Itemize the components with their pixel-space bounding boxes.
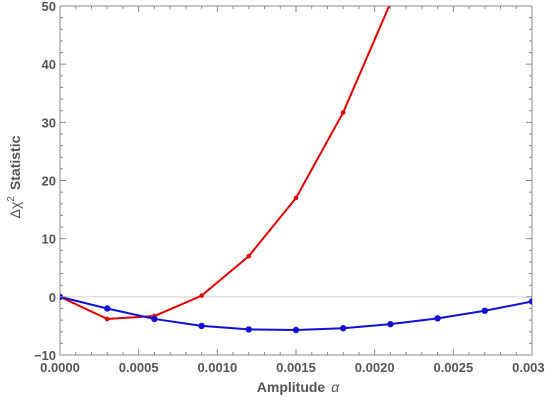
series-1-point [293,195,299,201]
y-tick-label: 10 [42,232,56,247]
x-tick-label: 0.0015 [276,360,316,375]
x-tick-label: 0.0005 [119,360,159,375]
series-1-line [60,6,391,320]
series-2-point [151,315,158,323]
series-2-point [528,298,532,305]
series-2-point [292,326,300,334]
series-2-point [434,315,441,322]
series-1-point [246,253,252,259]
series-2-point [245,326,252,333]
series-1-point [199,293,204,298]
series-1-point [340,110,346,115]
y-tick-label: 40 [42,57,56,72]
x-tick-label: 0.0030 [512,360,545,375]
series-2-point [340,325,347,332]
plot-frame-rect [59,5,533,356]
y-tick-label: 0 [49,290,56,305]
series-2-point [198,322,205,330]
series-1-point [388,1,393,6]
series-2-point [104,305,111,312]
y-tick-label: 20 [42,174,56,189]
x-tick-label: 0.0000 [40,360,80,375]
tick-labels: 0.0000 0.0005 0.0010 0.0015 0.0020 0.0025 0.00… [34,0,545,375]
axis-ticks [59,5,533,356]
series-2-line [60,295,532,331]
y-tick-label: 30 [42,115,56,130]
y-tick-label: 50 [42,0,56,14]
x-tick-label: 0.0020 [355,360,395,375]
x-axis-title: Amplitude α [257,379,340,395]
x-tick-label: 0.0025 [433,360,473,375]
x-tick-label: 0.0010 [197,360,237,375]
series-1-point [104,316,110,322]
series-2-point [387,320,394,328]
series-2-point [481,307,488,314]
plot-frame [59,5,533,356]
y-tick-label: −10 [34,348,56,363]
series-layer [60,1,532,334]
y-axis-title: Δχ2Statistic [6,135,23,218]
